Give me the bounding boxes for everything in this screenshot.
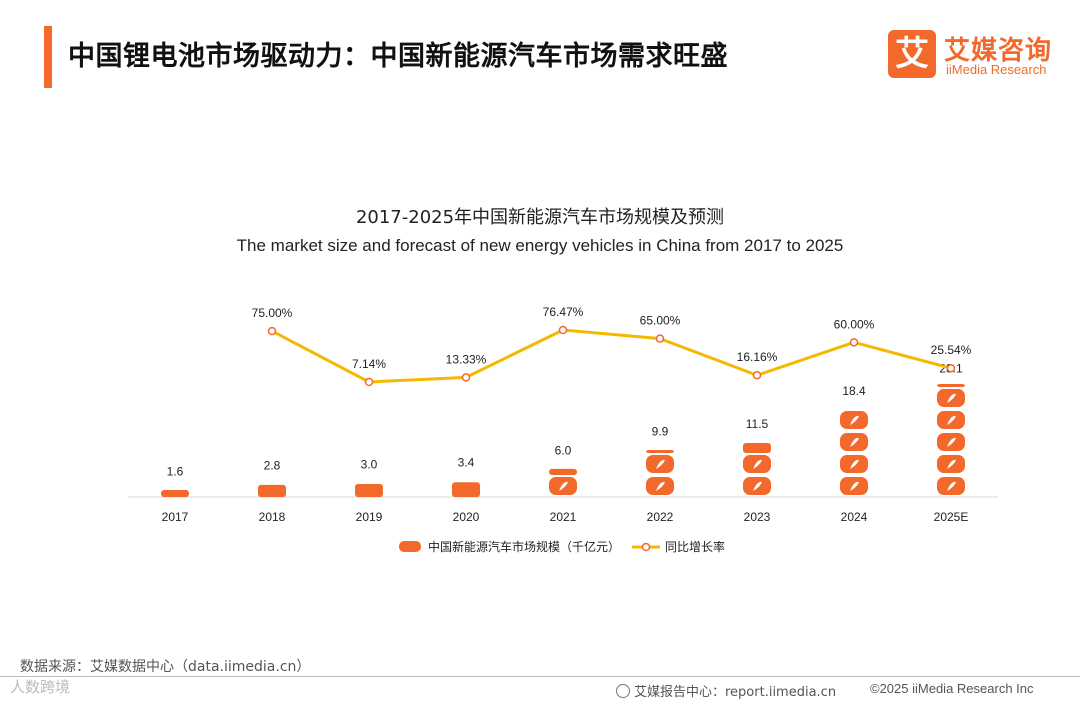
growth-value-label: 25.54% — [931, 343, 972, 357]
growth-value-label: 76.47% — [543, 305, 584, 319]
bar-value-label: 2.8 — [264, 459, 281, 473]
bar-unit-glyph — [947, 415, 956, 425]
bar-unit-partial — [258, 484, 286, 497]
bar-unit-glyph — [656, 481, 665, 491]
bar-value-label: 3.0 — [361, 458, 378, 472]
bar-unit-partial — [646, 449, 674, 453]
footer-report[interactable]: 艾媒报告中心：report.iimedia.cn — [616, 681, 836, 700]
bar-value-label: 9.9 — [652, 425, 669, 439]
x-tick-label: 2020 — [453, 510, 480, 524]
page-title: 中国锂电池市场驱动力：中国新能源汽车市场需求旺盛 — [68, 41, 728, 72]
x-tick-label: 2022 — [647, 510, 674, 524]
legend-bar-label: 中国新能源汽车市场规模（千亿元） — [428, 539, 620, 554]
logo-name-cn: 艾媒咨询 — [944, 36, 1053, 66]
x-tick-label: 2023 — [744, 510, 771, 524]
bar-unit-partial — [452, 482, 480, 497]
logo-mark-icon: 艾 — [888, 30, 936, 78]
bar-unit-glyph — [656, 459, 665, 469]
bar-unit-partial — [355, 483, 383, 497]
legend-line-marker — [641, 542, 651, 552]
growth-point — [267, 326, 277, 336]
x-tick-label: 2021 — [550, 510, 577, 524]
bar-value-label: 11.5 — [746, 417, 769, 431]
growth-value-label: 65.00% — [640, 314, 681, 328]
growth-value-label: 16.16% — [737, 350, 778, 364]
bar-value-label: 3.4 — [458, 456, 475, 470]
logo-name-en: iiMedia Research — [946, 62, 1047, 77]
bar-unit-partial — [743, 443, 771, 453]
legend-bar-swatch — [399, 541, 421, 552]
growth-value-label: 75.00% — [252, 306, 293, 320]
footer-divider — [0, 676, 1080, 677]
bar-unit-glyph — [947, 459, 956, 469]
x-tick-label: 2019 — [356, 510, 383, 524]
header-accent-bar — [44, 26, 52, 88]
bar-unit-glyph — [947, 481, 956, 491]
bar-value-label: 18.4 — [842, 384, 866, 398]
bar-unit-partial — [161, 490, 189, 497]
growth-point — [946, 363, 956, 373]
bar-unit-glyph — [850, 459, 859, 469]
bar-unit-glyph — [753, 459, 762, 469]
growth-point — [849, 338, 859, 347]
chart-subtitle: The market size and forecast of new ener… — [236, 236, 844, 255]
data-source: 数据来源：艾媒数据中心（data.iimedia.cn） — [20, 659, 311, 675]
bar-unit-glyph — [850, 415, 859, 425]
x-tick-label: 2025E — [934, 510, 969, 524]
x-tick-label: 2018 — [259, 510, 286, 524]
x-tick-label: 2024 — [841, 510, 868, 524]
bar-unit-glyph — [850, 481, 859, 491]
bar-unit-glyph — [753, 481, 762, 491]
watermark: 人数跨境 — [10, 678, 71, 696]
footer-copyright: ©2025 iiMedia Research Inc — [870, 681, 1034, 696]
growth-point — [558, 325, 568, 335]
growth-value-label: 7.14% — [352, 357, 386, 371]
globe-icon — [616, 684, 630, 698]
bar-unit-partial — [549, 468, 577, 475]
growth-value-label: 13.33% — [446, 352, 487, 366]
growth-point — [752, 370, 762, 380]
chart-title: 2017-2025年中国新能源汽车市场规模及预测 — [355, 207, 725, 228]
growth-point — [364, 377, 374, 387]
bar-value-label: 1.6 — [167, 464, 184, 478]
iimedia-logo: 艾 艾媒咨询 iiMedia Research — [888, 30, 1068, 82]
bar-value-label: 6.0 — [555, 443, 572, 457]
legend-line-label: 同比增长率 — [665, 539, 725, 554]
x-tick-label: 2017 — [162, 510, 189, 524]
growth-value-label: 60.00% — [834, 317, 875, 331]
footer-report-text: 艾媒报告中心：report.iimedia.cn — [634, 685, 837, 700]
bar-unit-glyph — [947, 437, 956, 447]
bar-unit-partial — [937, 384, 965, 387]
growth-line — [271, 328, 952, 384]
bar-unit-glyph — [947, 393, 956, 403]
bar-unit-glyph — [850, 437, 859, 447]
growth-point — [461, 373, 471, 382]
bar-unit-glyph — [559, 481, 568, 491]
growth-point — [655, 334, 665, 343]
